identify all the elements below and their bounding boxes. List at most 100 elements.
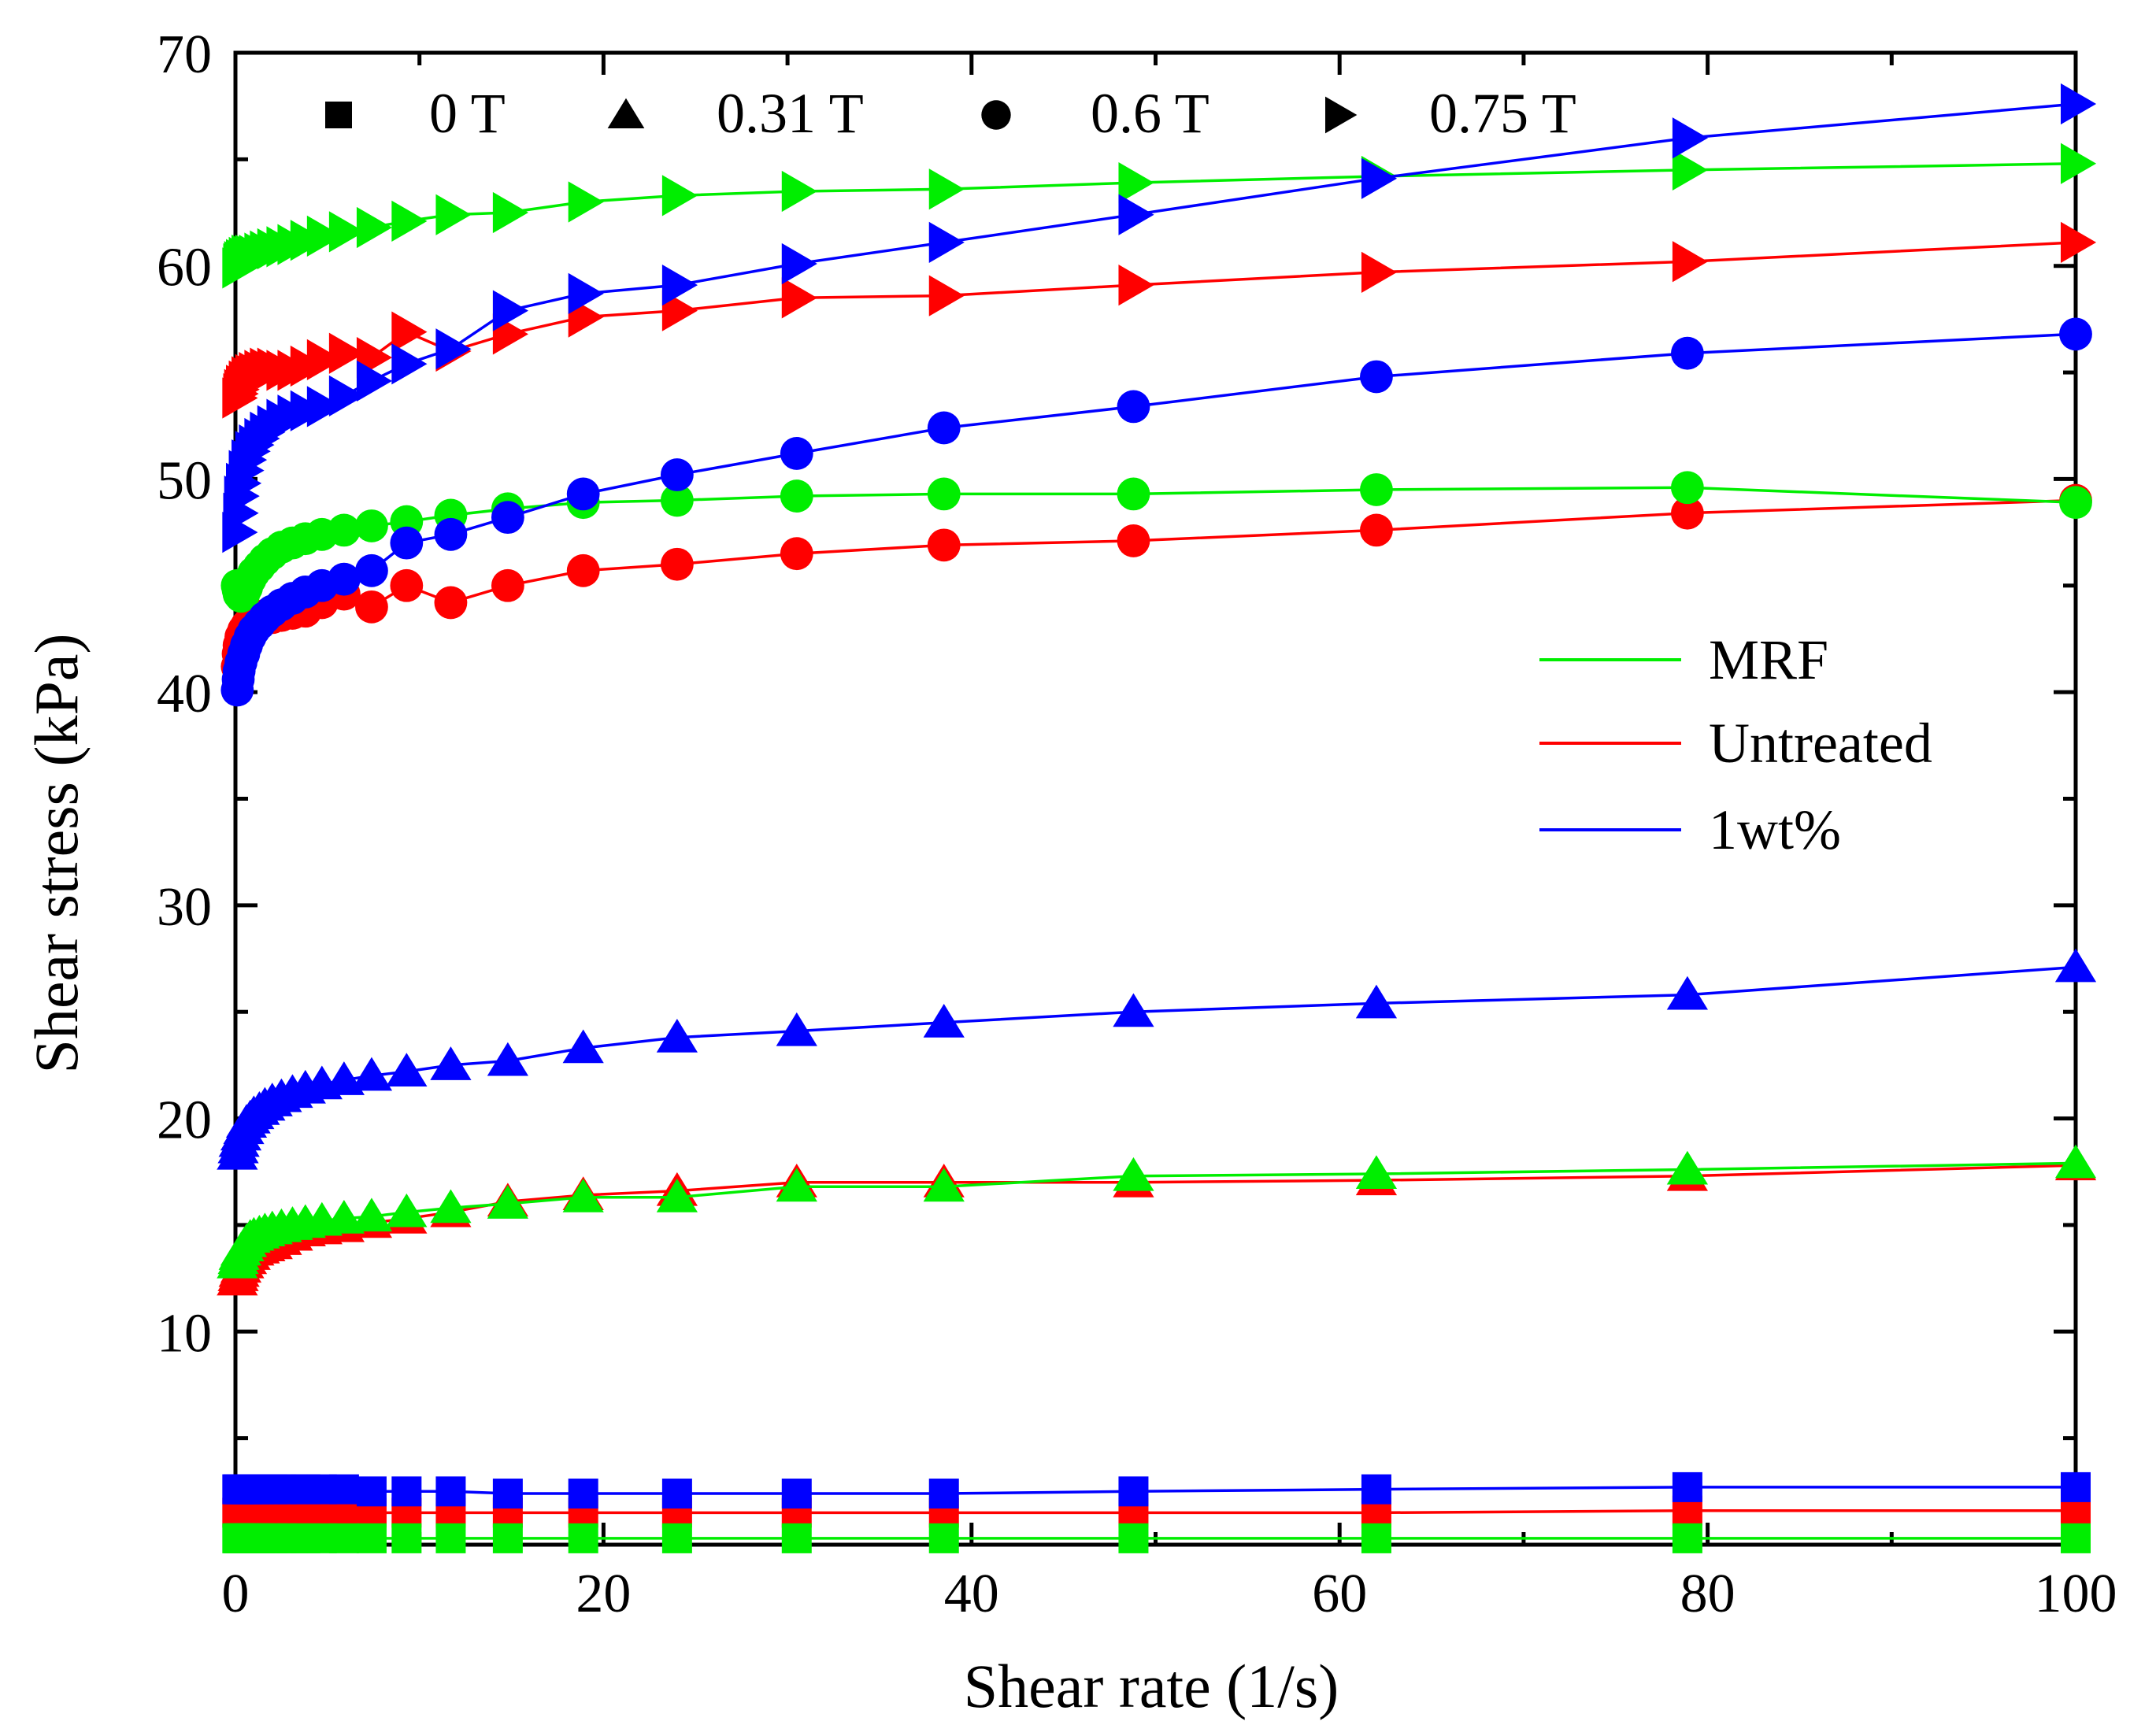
data-point-mrf-0-t — [661, 1523, 692, 1553]
data-point-untreated-0-6-t — [927, 528, 961, 562]
data-point-mrf-0-6-t — [1670, 471, 1704, 505]
data-point-1wt-0-t — [1361, 1474, 1391, 1505]
data-point-mrf-0-6-t — [327, 513, 361, 547]
field-legend-label-1: 0.31 T — [717, 82, 864, 145]
data-point-1wt-0-t — [492, 1479, 523, 1509]
axes-layer: 0 20 40 60 80 100 10 20 30 40 50 60 70 — [157, 24, 2117, 1624]
data-point-mrf-0-31-t — [1666, 1150, 1709, 1185]
data-point-mrf-0-t — [568, 1523, 598, 1553]
series-1wt-0-31-t — [217, 948, 2097, 1170]
data-point-1wt-0-6-t — [566, 477, 600, 511]
y-tick-label: 10 — [157, 1303, 212, 1364]
y-tick-label: 30 — [157, 877, 212, 938]
data-point-mrf-0-t — [391, 1523, 422, 1553]
data-point-mrf-0-6-t — [1360, 473, 1393, 506]
data-point-1wt-0-t — [391, 1476, 422, 1507]
data-point-mrf-0-75-t — [2061, 143, 2097, 184]
data-point-1wt-0-6-t — [927, 411, 961, 445]
y-tick-label: 70 — [157, 24, 212, 85]
data-point-mrf-0-6-t — [660, 483, 694, 517]
data-point-mrf-0-6-t — [2059, 486, 2092, 520]
data-point-mrf-0-31-t — [487, 1185, 529, 1219]
data-point-1wt-0-t — [435, 1476, 466, 1507]
data-point-mrf-0-31-t — [1355, 1155, 1398, 1189]
data-point-untreated-0-75-t — [1118, 264, 1154, 306]
data-point-untreated-0-75-t — [391, 311, 428, 353]
data-point-1wt-0-t — [661, 1479, 692, 1509]
data-point-mrf-0-75-t — [1672, 149, 1709, 191]
x-tick-label: 60 — [1312, 1564, 1367, 1624]
data-point-untreated-0-75-t — [1672, 241, 1709, 283]
axis-titles: Shear rate (1/s) Shear stress (kPa) — [22, 634, 1339, 1720]
data-point-mrf-0-75-t — [391, 200, 428, 242]
x-tick-label: 0 — [222, 1564, 250, 1624]
data-point-1wt-0-31-t — [1113, 993, 1154, 1027]
data-point-mrf-0-75-t — [1118, 162, 1154, 204]
data-point-mrf-0-75-t — [328, 211, 365, 253]
field-legend-symbol-0 — [325, 102, 352, 128]
data-point-mrf-0-t — [781, 1523, 812, 1553]
series-line-untreated-0-31-t — [235, 1164, 2076, 1281]
data-point-mrf-0-31-t — [323, 1200, 365, 1234]
data-point-1wt-0-6-t — [327, 562, 361, 596]
sample-legend-label-mrf: MRF — [1709, 628, 1828, 691]
data-point-mrf-0-31-t — [2054, 1144, 2097, 1179]
data-point-mrf-0-75-t — [356, 206, 393, 249]
data-point-mrf-0-31-t — [386, 1193, 428, 1227]
data-point-1wt-0-75-t — [356, 360, 393, 402]
data-point-mrf-0-t — [928, 1523, 959, 1553]
data-point-1wt-0-6-t — [660, 458, 694, 491]
data-point-mrf-0-31-t — [430, 1189, 472, 1223]
data-point-1wt-0-t — [2061, 1471, 2091, 1502]
data-point-untreated-0-6-t — [491, 568, 524, 602]
data-point-1wt-0-t — [328, 1474, 359, 1505]
data-point-1wt-0-t — [928, 1479, 959, 1509]
data-point-untreated-0-75-t — [1361, 251, 1398, 293]
data-point-mrf-0-31-t — [776, 1168, 817, 1202]
data-point-mrf-0-75-t — [928, 168, 965, 210]
data-point-mrf-0-6-t — [355, 509, 388, 542]
data-point-mrf-0-31-t — [350, 1198, 393, 1232]
data-point-1wt-0-t — [781, 1479, 812, 1509]
data-point-1wt-0-t — [568, 1479, 598, 1509]
data-point-untreated-0-6-t — [1670, 496, 1704, 530]
data-point-mrf-0-31-t — [656, 1178, 698, 1212]
data-point-mrf-0-t — [2061, 1523, 2091, 1553]
data-point-mrf-0-t — [1672, 1523, 1702, 1553]
data-point-1wt-0-6-t — [434, 517, 468, 551]
data-point-mrf-0-31-t — [1113, 1157, 1154, 1191]
data-point-mrf-0-75-t — [306, 215, 343, 257]
data-point-untreated-0-6-t — [434, 586, 468, 620]
series-untreated-0-31-t — [217, 1146, 2097, 1296]
data-point-mrf-0-31-t — [923, 1168, 965, 1202]
x-axis-title: Shear rate (1/s) — [964, 1652, 1339, 1720]
x-tick-label: 40 — [944, 1564, 999, 1624]
data-point-mrf-0-t — [328, 1523, 359, 1553]
data-point-mrf-0-t — [492, 1523, 523, 1553]
data-point-1wt-0-31-t — [1666, 975, 1709, 1010]
field-legend-symbol-2 — [981, 100, 1011, 130]
data-point-untreated-0-75-t — [328, 332, 365, 374]
data-point-1wt-0-6-t — [1117, 390, 1150, 424]
data-point-1wt-0-31-t — [430, 1046, 472, 1080]
series-mrf-0-31-t — [217, 1144, 2097, 1279]
data-point-1wt-0-75-t — [328, 375, 365, 416]
y-axis-title: Shear stress (kPa) — [22, 634, 91, 1074]
field-legend-symbol-1 — [607, 98, 645, 128]
data-point-mrf-0-75-t — [661, 175, 698, 217]
field-legend-label-0: 0 T — [429, 82, 506, 145]
data-point-1wt-0-t — [1118, 1476, 1149, 1507]
data-point-untreated-0-6-t — [566, 553, 600, 587]
data-point-mrf-0-75-t — [492, 191, 529, 234]
data-point-mrf-0-t — [435, 1523, 466, 1553]
data-point-1wt-0-75-t — [661, 264, 698, 306]
data-point-1wt-0-75-t — [492, 290, 529, 331]
data-point-untreated-0-75-t — [781, 277, 817, 319]
data-point-1wt-0-31-t — [2054, 948, 2097, 983]
series-mrf-0-75-t — [222, 143, 2097, 289]
x-tick-label: 100 — [2035, 1564, 2117, 1624]
data-point-1wt-0-6-t — [355, 553, 388, 587]
data-point-mrf-0-75-t — [781, 170, 817, 213]
